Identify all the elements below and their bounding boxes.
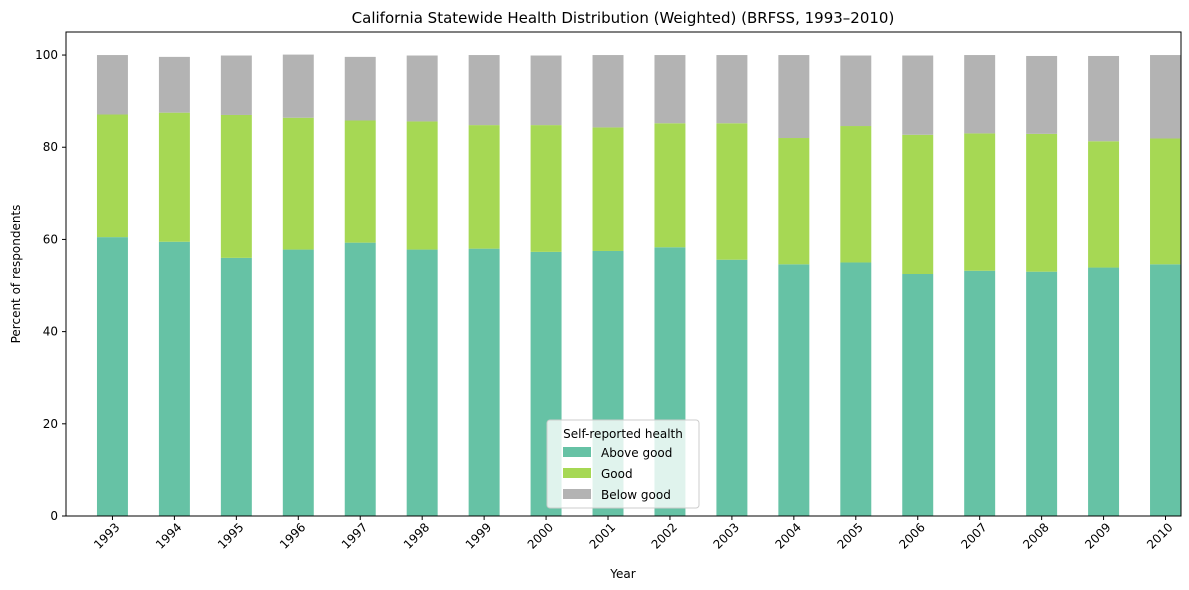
bar-below-good-1995 <box>220 55 252 115</box>
bar-above-good-2006 <box>902 274 934 516</box>
x-tick-label: 2007 <box>958 520 989 551</box>
x-tick-label: 2004 <box>772 520 803 551</box>
bar-below-good-2000 <box>530 55 562 126</box>
x-tick-label: 1997 <box>339 520 370 551</box>
bar-above-good-1995 <box>220 257 252 516</box>
bar-good-2007 <box>964 133 996 271</box>
bar-above-good-2004 <box>778 264 810 516</box>
x-tick-label: 2009 <box>1082 520 1113 551</box>
bar-good-2004 <box>778 138 810 265</box>
x-tick-label: 1994 <box>153 520 184 551</box>
x-tick-label: 2001 <box>587 520 618 551</box>
bar-good-1993 <box>96 114 128 238</box>
y-tick-label: 40 <box>43 325 58 339</box>
x-tick-label: 1999 <box>463 520 494 551</box>
bar-below-good-2006 <box>902 55 934 135</box>
bar-below-good-2007 <box>964 55 996 134</box>
x-tick-label: 2008 <box>1020 520 1051 551</box>
bar-above-good-2010 <box>1150 264 1181 516</box>
bar-below-good-1998 <box>406 55 438 122</box>
bar-below-good-1997 <box>344 56 376 121</box>
x-tick-label: 1993 <box>91 520 122 551</box>
bar-below-good-1994 <box>158 56 190 113</box>
bar-good-2008 <box>1026 133 1058 272</box>
legend-entry-above-good: Above good <box>601 446 672 460</box>
legend-swatch-above-good <box>563 447 591 457</box>
bar-below-good-2001 <box>592 55 624 128</box>
bar-good-1998 <box>406 121 438 250</box>
legend-entry-good: Good <box>601 467 633 481</box>
x-axis-label: Year <box>609 567 635 581</box>
y-tick-label: 100 <box>35 48 58 62</box>
bar-above-good-1994 <box>158 241 190 517</box>
bar-below-good-2004 <box>778 55 810 139</box>
bar-above-good-2008 <box>1026 271 1058 516</box>
bar-good-2010 <box>1150 138 1181 265</box>
bar-good-1996 <box>282 117 314 250</box>
x-tick-label: 1998 <box>401 520 432 551</box>
bar-below-good-2008 <box>1026 55 1058 134</box>
x-tick-label: 1996 <box>277 520 308 551</box>
bar-good-2001 <box>592 127 624 251</box>
bar-good-1999 <box>468 125 500 249</box>
legend: Self-reported health Above good Good Below… <box>546 419 700 509</box>
x-tick-label: 2005 <box>834 520 865 551</box>
legend-entry-below-good: Below good <box>601 488 671 502</box>
bar-below-good-2003 <box>716 55 748 124</box>
y-axis-label: Percent of respondents <box>9 205 23 344</box>
x-tick-label: 2003 <box>711 520 742 551</box>
bar-above-good-2009 <box>1088 267 1120 516</box>
bar-good-1994 <box>158 112 190 242</box>
x-tick-label: 2006 <box>896 520 927 551</box>
y-tick-label: 80 <box>43 140 58 154</box>
x-tick-label: 1995 <box>215 520 246 551</box>
bar-above-good-2007 <box>964 270 996 516</box>
bar-above-good-1996 <box>282 249 314 516</box>
y-tick-label: 0 <box>50 509 58 523</box>
bar-good-2000 <box>530 125 562 252</box>
x-tick-label: 2000 <box>525 520 556 551</box>
bar-above-good-2005 <box>840 262 872 516</box>
bar-below-good-1996 <box>282 54 314 118</box>
legend-box <box>546 419 700 509</box>
bar-below-good-2002 <box>654 55 686 124</box>
y-axis: 0 20 40 60 80 100 <box>35 48 66 523</box>
x-axis: 1993 1994 1995 1996 1997 1998 1999 2000 2001 2002… <box>91 516 1176 552</box>
legend-title: Self-reported health <box>563 427 683 441</box>
bar-below-good-2005 <box>840 55 872 127</box>
bar-good-1995 <box>220 114 252 258</box>
y-tick-label: 60 <box>43 232 58 246</box>
bars-group <box>96 54 1181 517</box>
legend-swatch-below-good <box>563 489 591 499</box>
bar-above-good-2003 <box>716 259 748 516</box>
bar-above-good-1993 <box>96 237 128 516</box>
bar-above-good-1998 <box>406 249 438 516</box>
legend-swatch-good <box>563 468 591 478</box>
bar-below-good-1993 <box>96 55 128 115</box>
bar-good-2006 <box>902 134 934 274</box>
bar-good-1997 <box>344 120 376 243</box>
bar-below-good-1999 <box>468 55 500 126</box>
bar-good-2005 <box>840 126 872 263</box>
bar-good-2002 <box>654 123 686 248</box>
bar-below-good-2010 <box>1150 55 1181 139</box>
x-tick-label: 2010 <box>1144 520 1175 551</box>
y-tick-label: 20 <box>43 417 58 431</box>
bar-below-good-2009 <box>1088 55 1120 142</box>
x-tick-label: 2002 <box>649 520 680 551</box>
bar-above-good-1997 <box>344 242 376 516</box>
chart-title: California Statewide Health Distribution… <box>352 9 895 27</box>
bar-above-good-1999 <box>468 248 500 516</box>
bar-good-2009 <box>1088 141 1120 268</box>
bar-good-2003 <box>716 123 748 260</box>
plot-frame <box>65 31 1182 517</box>
